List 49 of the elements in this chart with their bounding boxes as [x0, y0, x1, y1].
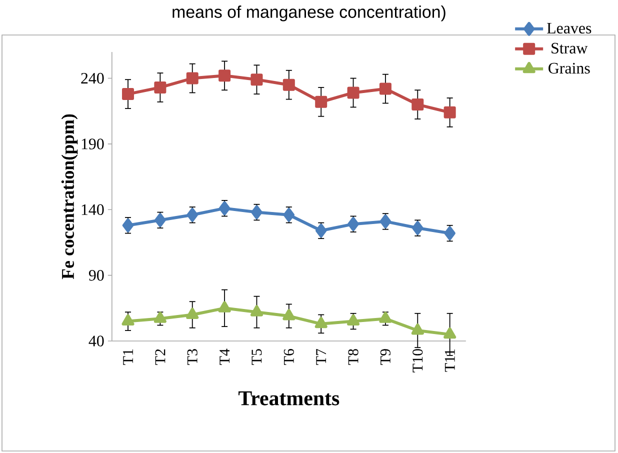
point — [154, 312, 166, 323]
y-tick-label: 90 — [88, 270, 104, 281]
point — [218, 70, 231, 82]
point — [347, 86, 360, 99]
point — [444, 106, 456, 118]
point — [379, 312, 392, 323]
x-tick-label: T2 — [155, 349, 166, 365]
point — [444, 327, 456, 339]
x-tick-label: T4 — [220, 348, 230, 365]
x-axis-title: Treatments — [238, 391, 340, 406]
x-tick-label: T10 — [412, 349, 423, 372]
y-tick-label: 240 — [81, 72, 104, 84]
point — [218, 301, 231, 312]
point — [315, 224, 327, 238]
point — [154, 81, 166, 94]
x-tick-label: T8 — [348, 349, 358, 365]
y-tick-label: 140 — [82, 204, 104, 216]
y-axis-title: Fe cocentration(ppm) — [61, 114, 78, 280]
point — [250, 305, 263, 316]
point — [411, 323, 424, 335]
point — [379, 82, 392, 95]
point — [186, 308, 199, 319]
x-tick-label: T5 — [252, 349, 262, 365]
point — [122, 218, 134, 232]
x-tick-label: T9 — [380, 349, 390, 365]
point — [250, 74, 263, 86]
x-tick-label: T3 — [187, 349, 198, 365]
point — [282, 78, 295, 91]
point — [380, 214, 392, 228]
point — [314, 316, 328, 328]
x-tick-label: T11 — [444, 349, 455, 372]
point — [122, 314, 134, 326]
y-tick-label: 40 — [88, 336, 104, 346]
x-tick-label: T1 — [123, 349, 133, 365]
legend-label: Grains — [548, 62, 590, 74]
point — [282, 309, 296, 320]
y-tick-label: 190 — [82, 138, 104, 150]
point — [122, 88, 134, 100]
legend-label: Leaves — [547, 22, 592, 34]
point — [347, 314, 360, 326]
point — [412, 98, 424, 111]
point — [283, 208, 295, 222]
point — [186, 72, 198, 84]
chart-title: means of manganese concentration) — [172, 6, 446, 22]
x-tick-label: T7 — [316, 348, 326, 365]
x-tick-label: T6 — [284, 348, 294, 365]
point — [315, 96, 328, 108]
legend-label: Straw — [552, 42, 588, 54]
point — [218, 201, 230, 216]
